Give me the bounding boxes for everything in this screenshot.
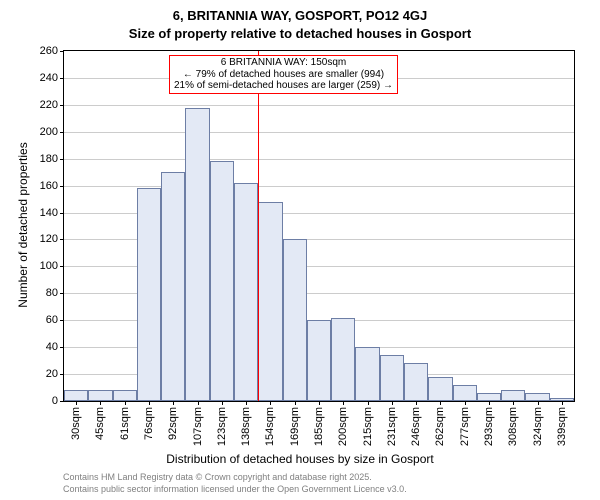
annotation-line: 6 BRITANNIA WAY: 150sqm <box>174 57 393 69</box>
x-tick-label: 45sqm <box>94 407 106 440</box>
y-tick-label: 60 <box>46 314 64 326</box>
x-tick-label: 200sqm <box>337 407 349 446</box>
x-tick-label: 246sqm <box>410 407 422 446</box>
histogram-bar <box>331 318 355 401</box>
x-tick-label: 76sqm <box>143 407 155 440</box>
y-tick-label: 160 <box>40 180 64 192</box>
x-tick-label: 339sqm <box>556 407 568 446</box>
gridline <box>64 105 574 106</box>
histogram-bar <box>355 347 379 401</box>
y-tick-label: 240 <box>40 72 64 84</box>
histogram-bar <box>380 355 404 401</box>
annotation-box: 6 BRITANNIA WAY: 150sqm← 79% of detached… <box>169 55 398 94</box>
x-tick-label: 262sqm <box>434 407 446 446</box>
x-tick-label: 215sqm <box>362 407 374 446</box>
x-tick-label: 107sqm <box>192 407 204 446</box>
annotation-line: ← 79% of detached houses are smaller (99… <box>174 69 393 81</box>
histogram-bar <box>258 202 282 401</box>
chart-container: 6, BRITANNIA WAY, GOSPORT, PO12 4GJ Size… <box>0 0 600 500</box>
annotation-line: 21% of semi-detached houses are larger (… <box>174 80 393 92</box>
histogram-bar <box>501 390 525 401</box>
x-tick-label: 61sqm <box>119 407 131 440</box>
y-tick-label: 140 <box>40 207 64 219</box>
marker-line <box>258 51 259 401</box>
gridline <box>64 186 574 187</box>
y-tick-label: 100 <box>40 260 64 272</box>
x-tick-label: 154sqm <box>264 407 276 446</box>
x-tick-label: 277sqm <box>459 407 471 446</box>
y-tick-label: 120 <box>40 233 64 245</box>
x-tick-label: 293sqm <box>483 407 495 446</box>
histogram-bar <box>113 390 137 401</box>
x-tick-label: 138sqm <box>240 407 252 446</box>
x-tick-label: 185sqm <box>313 407 325 446</box>
plot-area: 02040608010012014016018020022024026030sq… <box>63 50 575 402</box>
chart-title-1: 6, BRITANNIA WAY, GOSPORT, PO12 4GJ <box>0 8 600 23</box>
histogram-bar <box>525 393 549 401</box>
y-tick-label: 180 <box>40 153 64 165</box>
x-tick-label: 169sqm <box>289 407 301 446</box>
histogram-bar <box>210 161 234 401</box>
histogram-bar <box>453 385 477 401</box>
x-tick-label: 123sqm <box>216 407 228 446</box>
histogram-bar <box>234 183 258 401</box>
y-tick-label: 200 <box>40 126 64 138</box>
x-tick-label: 30sqm <box>70 407 82 440</box>
x-tick-label: 92sqm <box>167 407 179 440</box>
gridline <box>64 132 574 133</box>
footer-line-1: Contains HM Land Registry data © Crown c… <box>63 472 372 482</box>
x-tick-label: 324sqm <box>532 407 544 446</box>
footer-line-2: Contains public sector information licen… <box>63 484 407 494</box>
histogram-bar <box>283 239 307 401</box>
y-axis-label: Number of detached properties <box>16 142 30 307</box>
x-tick-label: 308sqm <box>507 407 519 446</box>
y-tick-label: 40 <box>46 341 64 353</box>
histogram-bar <box>428 377 452 401</box>
y-tick-label: 80 <box>46 287 64 299</box>
histogram-bar <box>64 390 88 401</box>
histogram-bar <box>307 320 331 401</box>
histogram-bar <box>185 108 209 401</box>
y-tick-label: 0 <box>52 395 64 407</box>
y-tick-label: 20 <box>46 368 64 380</box>
histogram-bar <box>88 390 112 401</box>
histogram-bar <box>404 363 428 401</box>
y-tick-label: 220 <box>40 99 64 111</box>
gridline <box>64 159 574 160</box>
histogram-bar <box>477 393 501 401</box>
y-tick-label: 260 <box>40 45 64 57</box>
chart-title-2: Size of property relative to detached ho… <box>0 26 600 41</box>
x-tick-label: 231sqm <box>386 407 398 446</box>
histogram-bar <box>137 188 161 401</box>
x-axis-label: Distribution of detached houses by size … <box>0 452 600 466</box>
histogram-bar <box>161 172 185 401</box>
